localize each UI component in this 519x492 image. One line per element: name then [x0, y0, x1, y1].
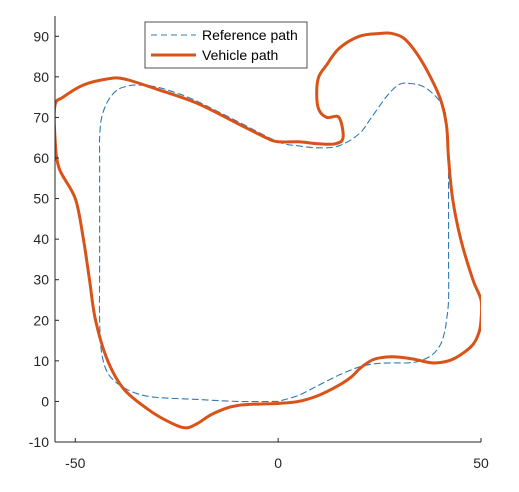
- legend-box: [144, 21, 308, 69]
- y-tick-label: 50: [33, 191, 49, 207]
- legend-label: Reference path: [202, 27, 298, 43]
- y-tick-label: 40: [33, 231, 49, 247]
- y-tick-label: 70: [33, 109, 49, 125]
- x-tick-label: 0: [274, 455, 282, 471]
- series-line-vehicle-path: [55, 31, 481, 430]
- y-tick-label: 80: [33, 69, 49, 85]
- axes-layer: -10 0 10 20 30 40 50 60 70 80 90 -50 0 50: [29, 16, 489, 471]
- y-tick-label: -10: [29, 434, 49, 450]
- x-tick-label: 50: [473, 455, 489, 471]
- y-tick-label: 90: [33, 28, 49, 44]
- y-tick-label: 10: [33, 353, 49, 369]
- series-layer: [55, 31, 481, 430]
- legend: Reference path Vehicle path: [144, 21, 308, 69]
- y-tick-label: 60: [33, 150, 49, 166]
- y-tick-label: 20: [33, 312, 49, 328]
- y-tick-label: 30: [33, 272, 49, 288]
- series-line-reference-path: [98, 82, 450, 403]
- legend-label: Vehicle path: [202, 47, 278, 63]
- y-tick-label: 0: [41, 393, 49, 409]
- x-tick-label: -50: [65, 455, 85, 471]
